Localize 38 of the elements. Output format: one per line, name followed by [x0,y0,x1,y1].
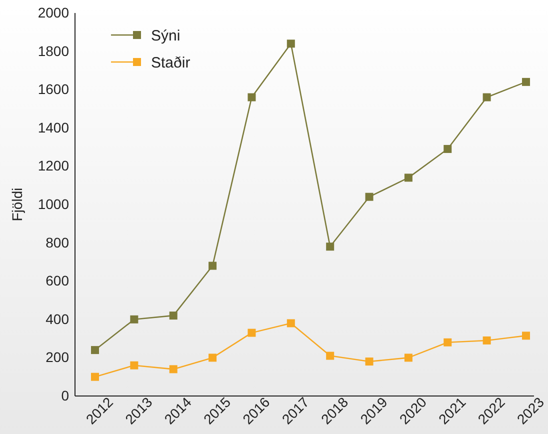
y-tick-label: 2000 [38,4,70,20]
point [169,312,178,320]
y-tick-label: 1600 [38,81,70,98]
point [482,93,491,102]
point [522,78,530,86]
point [208,354,217,362]
y-tick-label: 1000 [38,196,70,212]
y-tick-label: 600 [46,272,70,289]
y-tick-label: 1800 [38,42,70,59]
point [365,358,374,366]
legend-label: Sýni [151,27,180,44]
y-tick-label: 0 [61,387,70,404]
point [248,93,256,102]
point [404,174,412,182]
point [404,354,412,362]
y-tick-label: 1400 [38,119,70,136]
point [326,352,334,360]
point [248,328,256,337]
point [365,192,374,201]
point [91,346,99,354]
y-tick-label: 400 [46,310,70,327]
point [169,365,178,374]
point [208,262,217,270]
point [444,338,452,346]
y-tick-label: 800 [46,234,70,250]
y-tick-label: 200 [46,349,70,366]
y-tick-label: 1200 [38,158,70,174]
point [326,242,334,251]
legend-label: Staðir [151,54,190,72]
point [444,144,452,153]
point [130,315,138,324]
point [130,361,138,370]
y-axis-title: Fjöldi [9,188,25,222]
point [286,319,295,328]
point [482,336,491,344]
point [91,372,99,381]
point [522,332,530,340]
point [286,40,295,48]
